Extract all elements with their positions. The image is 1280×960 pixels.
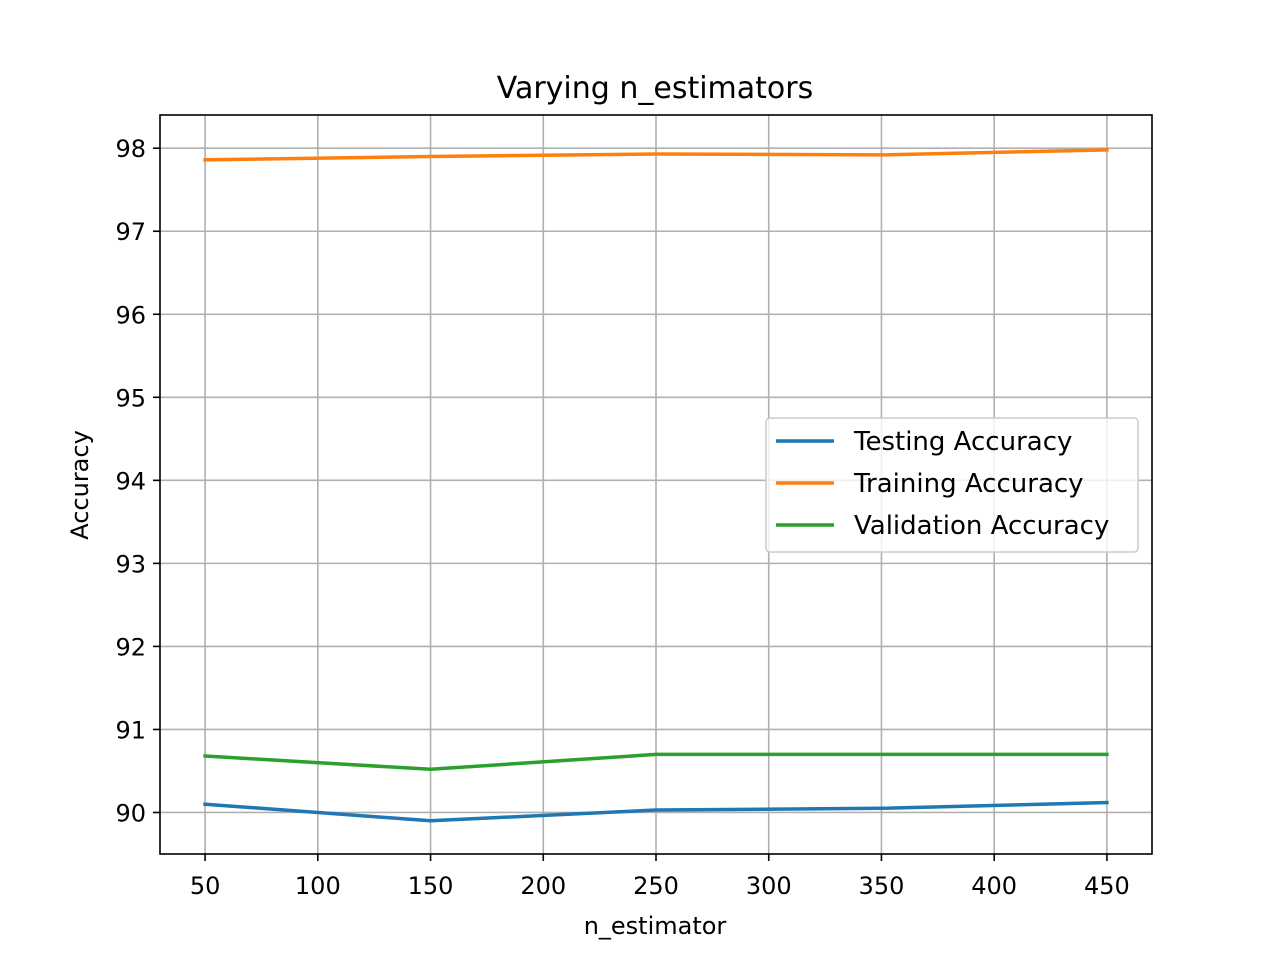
y-tick-label: 94: [115, 467, 146, 495]
y-tick-label: 90: [115, 799, 146, 827]
x-tick-label: 450: [1084, 872, 1130, 900]
legend-label-testing-accuracy: Testing Accuracy: [853, 427, 1072, 457]
x-tick-label: 200: [520, 872, 566, 900]
legend-label-validation-accuracy: Validation Accuracy: [854, 511, 1109, 541]
x-tick-label: 250: [633, 872, 679, 900]
y-tick-label: 98: [115, 135, 146, 163]
y-tick-label: 92: [115, 633, 146, 661]
legend: Testing Accuracy Training Accuracy Validat…: [765, 417, 1139, 553]
x-tick-label: 400: [971, 872, 1017, 900]
legend-box: [765, 417, 1139, 553]
x-tick-label: 100: [295, 872, 341, 900]
x-axis-label: n_estimator: [584, 912, 727, 940]
series-line-training-accuracy: [203, 148, 1109, 162]
x-axis-ticks: 50 100 150 200 250 300 350 400 450: [190, 854, 1130, 900]
x-tick-label: 50: [190, 872, 221, 900]
series-lines: [203, 148, 1109, 823]
x-tick-label: 300: [746, 872, 792, 900]
x-tick-label: 150: [408, 872, 454, 900]
series-line-validation-accuracy: [203, 752, 1109, 772]
legend-label-training-accuracy: Training Accuracy: [853, 469, 1084, 499]
y-tick-label: 93: [115, 550, 146, 578]
y-tick-label: 91: [115, 716, 146, 744]
x-tick-label: 350: [859, 872, 905, 900]
series-line-testing-accuracy: [203, 800, 1109, 823]
y-axis-label: Accuracy: [66, 430, 94, 540]
y-tick-label: 95: [115, 384, 146, 412]
chart-title: Varying n_estimators: [497, 71, 813, 106]
y-tick-label: 97: [115, 218, 146, 246]
y-tick-label: 96: [115, 301, 146, 329]
y-axis-ticks: 90 91 92 93 94 95 96 97 98: [115, 135, 160, 827]
